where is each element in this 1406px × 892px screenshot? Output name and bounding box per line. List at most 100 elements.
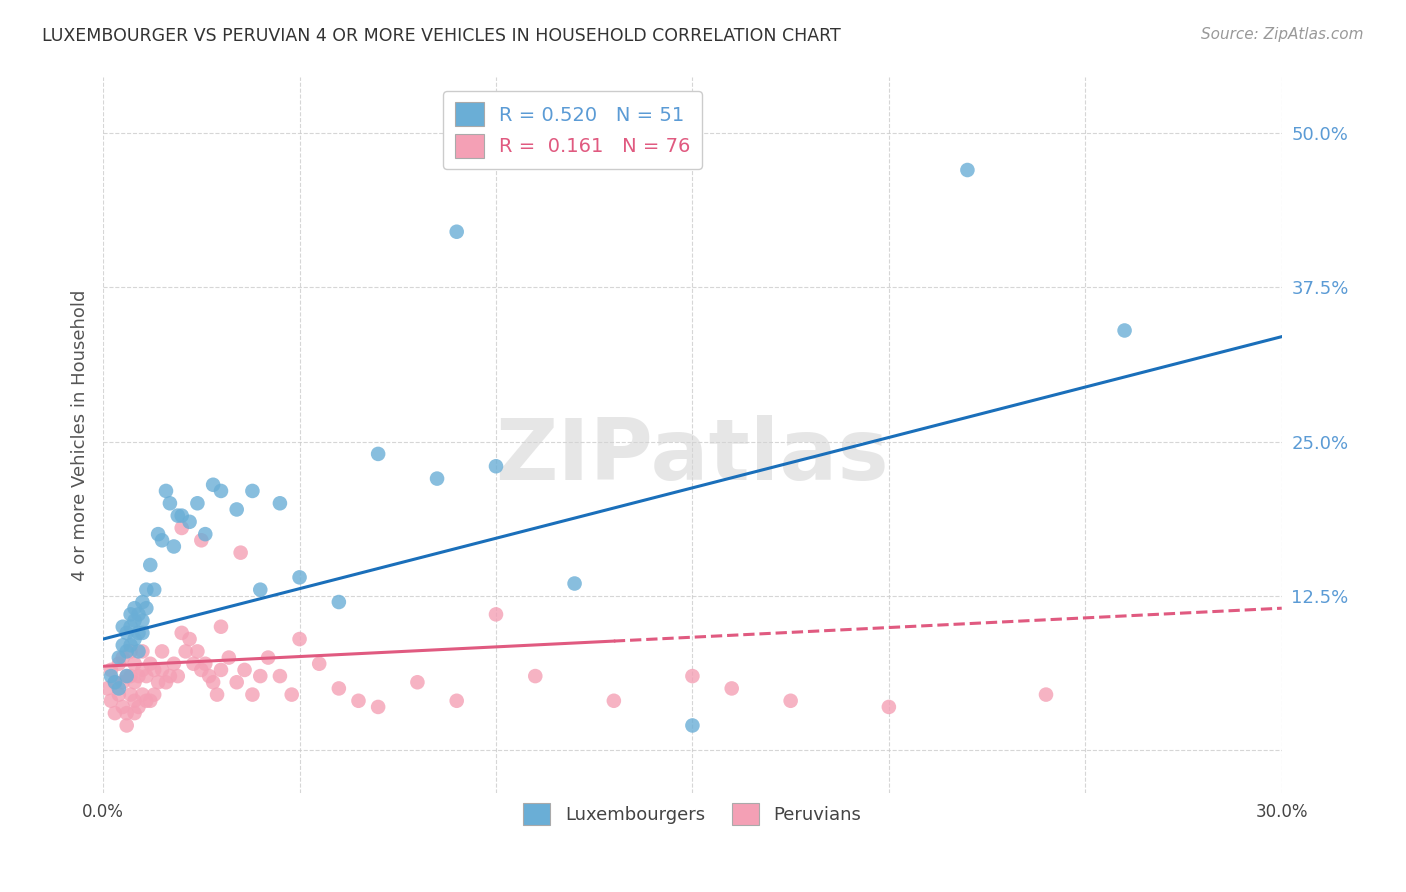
Point (96, 681, 118, 696)
Point (120, 688, 142, 702)
Point (127, 607, 149, 622)
Point (406, 675, 429, 690)
Point (131, 595, 153, 609)
Text: ZIPatlas: ZIPatlas (495, 416, 890, 499)
Point (104, 675, 127, 690)
Point (328, 681, 350, 696)
Point (681, 669, 703, 683)
Point (225, 502, 247, 516)
Point (108, 657, 131, 671)
Point (367, 447, 389, 461)
Point (131, 644, 153, 658)
Point (174, 644, 197, 658)
Point (108, 650, 131, 665)
Point (124, 675, 146, 690)
Point (163, 657, 186, 671)
Point (139, 558, 162, 572)
Point (280, 688, 302, 702)
Point (143, 688, 166, 702)
Point (426, 472, 449, 486)
Point (190, 663, 212, 677)
Point (100, 663, 122, 677)
Point (115, 626, 138, 640)
Point (124, 601, 146, 615)
Point (179, 515, 201, 529)
Point (288, 570, 311, 584)
Point (120, 620, 142, 634)
Point (124, 614, 146, 628)
Point (108, 681, 131, 696)
Point (485, 607, 508, 622)
Point (603, 694, 626, 708)
Point (146, 675, 169, 690)
Point (124, 632, 146, 646)
Point (209, 483, 232, 498)
Point (104, 706, 127, 720)
Point (218, 650, 240, 665)
Point (308, 657, 330, 671)
Point (956, 163, 979, 178)
Point (159, 496, 181, 510)
Point (166, 508, 188, 523)
Point (124, 657, 146, 671)
Point (120, 644, 142, 658)
Point (242, 483, 264, 498)
Point (131, 614, 153, 628)
Point (347, 694, 370, 708)
Point (249, 669, 271, 683)
Point (143, 663, 166, 677)
Point (186, 644, 208, 658)
Point (257, 650, 280, 665)
Point (124, 706, 146, 720)
Point (269, 669, 291, 683)
Point (242, 688, 264, 702)
Point (183, 657, 205, 671)
Point (115, 669, 138, 683)
Point (229, 546, 252, 560)
Point (524, 669, 547, 683)
Point (120, 607, 142, 622)
Point (135, 669, 157, 683)
Point (155, 675, 177, 690)
Point (681, 718, 703, 732)
Point (205, 688, 228, 702)
Point (446, 694, 468, 708)
Point (485, 459, 508, 474)
Point (1035, 688, 1057, 702)
Point (131, 663, 153, 677)
Point (150, 663, 173, 677)
Point (111, 620, 134, 634)
Point (127, 644, 149, 658)
Point (170, 626, 193, 640)
Legend: Luxembourgers, Peruvians: Luxembourgers, Peruvians (515, 795, 870, 834)
Point (146, 527, 169, 541)
Point (139, 657, 162, 671)
Point (166, 669, 188, 683)
Point (367, 700, 389, 714)
Point (1114, 323, 1136, 337)
Point (155, 483, 177, 498)
Point (877, 700, 900, 714)
Point (131, 688, 153, 702)
Point (190, 533, 212, 548)
Point (127, 626, 149, 640)
Point (564, 576, 586, 591)
Point (186, 496, 208, 510)
Point (779, 694, 801, 708)
Point (720, 681, 742, 696)
Point (150, 644, 173, 658)
Point (135, 582, 157, 597)
Point (233, 663, 256, 677)
Point (115, 706, 138, 720)
Point (104, 675, 127, 690)
Point (100, 669, 122, 683)
Point (163, 540, 186, 554)
Point (111, 650, 134, 665)
Point (143, 582, 166, 597)
Point (108, 688, 131, 702)
Point (115, 718, 138, 732)
Text: Source: ZipAtlas.com: Source: ZipAtlas.com (1201, 27, 1364, 42)
Point (111, 675, 134, 690)
Point (135, 601, 157, 615)
Point (139, 694, 162, 708)
